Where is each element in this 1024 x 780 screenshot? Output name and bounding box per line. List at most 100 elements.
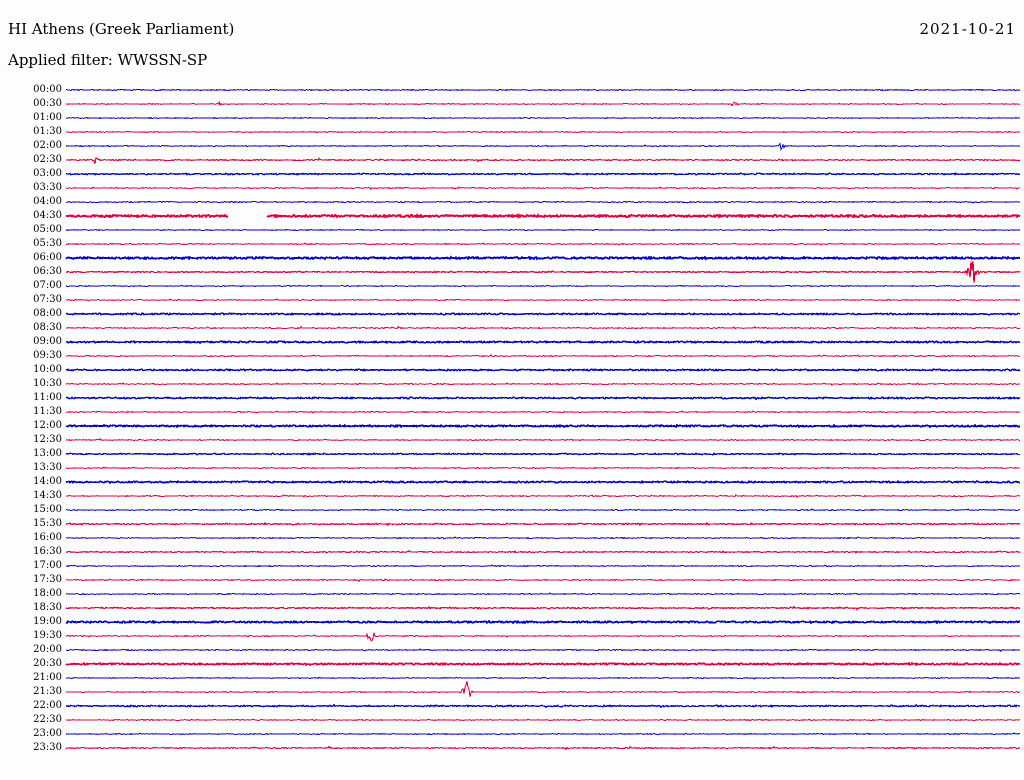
- seismogram-row: 23:30: [0, 742, 1024, 756]
- row-time-label: 16:30: [33, 546, 62, 557]
- record-date: 2021-10-21: [919, 20, 1016, 38]
- seismogram-row: 06:00: [0, 252, 1024, 266]
- seismogram-row: 10:00: [0, 364, 1024, 378]
- row-time-label: 19:30: [33, 630, 62, 641]
- seismogram-row: 04:00: [0, 196, 1024, 210]
- row-time-label: 14:30: [33, 490, 62, 501]
- row-trace: [65, 430, 1021, 450]
- row-time-label: 13:00: [33, 448, 62, 459]
- row-trace: [65, 122, 1021, 142]
- seismogram-row: 01:00: [0, 112, 1024, 126]
- seismogram-row: 02:00: [0, 140, 1024, 154]
- row-trace: [65, 318, 1021, 338]
- row-time-label: 00:00: [33, 84, 62, 95]
- row-trace: [65, 332, 1021, 352]
- seismogram-row: 15:30: [0, 518, 1024, 532]
- row-trace: [65, 388, 1021, 408]
- row-time-label: 22:30: [33, 714, 62, 725]
- row-time-label: 11:30: [33, 406, 62, 417]
- row-trace: [65, 304, 1021, 324]
- row-trace: [65, 570, 1021, 590]
- seismogram-row: 01:30: [0, 126, 1024, 140]
- row-time-label: 12:30: [33, 434, 62, 445]
- seismogram-row: 03:30: [0, 182, 1024, 196]
- row-trace: [65, 108, 1021, 128]
- row-trace: [65, 528, 1021, 548]
- row-trace: [65, 260, 1021, 284]
- seismogram-row: 16:00: [0, 532, 1024, 546]
- row-time-label: 03:00: [33, 168, 62, 179]
- row-time-label: 17:00: [33, 560, 62, 571]
- row-time-label: 06:00: [33, 252, 62, 263]
- row-time-label: 10:30: [33, 378, 62, 389]
- seismogram-row: 07:30: [0, 294, 1024, 308]
- seismogram-row: 10:30: [0, 378, 1024, 392]
- row-time-label: 21:00: [33, 672, 62, 683]
- seismogram-row: 20:00: [0, 644, 1024, 658]
- row-time-label: 07:00: [33, 280, 62, 291]
- row-trace: [65, 556, 1021, 576]
- seismogram-row: 12:30: [0, 434, 1024, 448]
- row-trace: [65, 486, 1021, 506]
- row-trace: [65, 472, 1021, 492]
- seismogram-row: 17:00: [0, 560, 1024, 574]
- row-time-label: 19:00: [33, 616, 62, 627]
- row-time-label: 01:30: [33, 126, 62, 137]
- row-time-label: 23:00: [33, 728, 62, 739]
- seismogram-row: 06:30: [0, 260, 1024, 284]
- seismogram-plot: 00:00 00:30 01:00 01:30 02:00 02:30 03:00 03:30…: [0, 78, 1024, 778]
- row-time-label: 04:00: [33, 196, 62, 207]
- seismogram-row: 16:30: [0, 546, 1024, 560]
- seismogram-row: 02:30: [0, 154, 1024, 168]
- row-trace: [65, 94, 1021, 114]
- row-trace: [65, 80, 1021, 100]
- seismogram-row: 22:30: [0, 714, 1024, 728]
- row-time-label: 12:00: [33, 420, 62, 431]
- seismogram-row: 09:30: [0, 350, 1024, 364]
- seismogram-row: 07:00: [0, 280, 1024, 294]
- seismogram-row: 03:00: [0, 168, 1024, 182]
- seismogram-row: 04:30: [0, 210, 1024, 224]
- row-time-label: 11:00: [33, 392, 62, 403]
- row-time-label: 03:30: [33, 182, 62, 193]
- seismogram-row: 11:30: [0, 406, 1024, 420]
- seismogram-row: 20:30: [0, 658, 1024, 672]
- row-time-label: 21:30: [33, 686, 62, 697]
- applied-filter-label: Applied filter: WWSSN-SP: [8, 51, 208, 69]
- seismogram-row: 08:30: [0, 322, 1024, 336]
- row-time-label: 15:30: [33, 518, 62, 529]
- seismogram-row: 05:30: [0, 238, 1024, 252]
- row-time-label: 09:30: [33, 350, 62, 361]
- row-trace: [65, 584, 1021, 604]
- row-trace: [65, 192, 1021, 212]
- row-trace: [65, 164, 1021, 184]
- row-trace: [65, 206, 1021, 226]
- row-trace: [65, 458, 1021, 478]
- row-trace: [65, 680, 1021, 702]
- row-trace: [65, 346, 1021, 366]
- row-time-label: 08:00: [33, 308, 62, 319]
- row-time-label: 01:00: [33, 112, 62, 123]
- row-trace: [65, 360, 1021, 380]
- seismogram-row: 11:00: [0, 392, 1024, 406]
- row-time-label: 00:30: [33, 98, 62, 109]
- row-trace: [65, 668, 1021, 688]
- row-trace: [65, 234, 1021, 254]
- seismogram-row: 19:30: [0, 630, 1024, 644]
- seismogram-row: 12:00: [0, 420, 1024, 434]
- row-time-label: 15:00: [33, 504, 62, 515]
- row-time-label: 17:30: [33, 574, 62, 585]
- seismogram-row: 17:30: [0, 574, 1024, 588]
- row-trace: [65, 738, 1021, 758]
- row-time-label: 02:30: [33, 154, 62, 165]
- seismogram-row: 00:00: [0, 84, 1024, 98]
- row-trace: [65, 178, 1021, 198]
- seismogram-row: 09:00: [0, 336, 1024, 350]
- row-trace: [65, 654, 1021, 674]
- seismogram-row: 14:00: [0, 476, 1024, 490]
- row-time-label: 16:00: [33, 532, 62, 543]
- seismogram-row: 19:00: [0, 616, 1024, 630]
- row-time-label: 06:30: [33, 266, 62, 277]
- row-time-label: 10:00: [33, 364, 62, 375]
- row-trace: [65, 696, 1021, 716]
